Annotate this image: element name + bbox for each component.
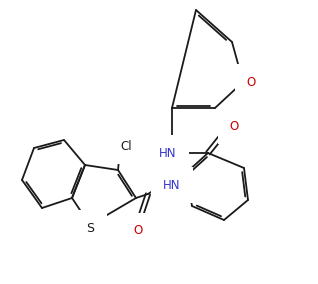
Text: O: O	[246, 76, 256, 89]
Text: Cl: Cl	[120, 139, 132, 153]
Text: S: S	[86, 222, 94, 235]
Text: O: O	[229, 120, 238, 133]
Text: HN: HN	[159, 147, 177, 160]
Text: O: O	[133, 224, 143, 237]
Text: HN: HN	[163, 179, 181, 191]
